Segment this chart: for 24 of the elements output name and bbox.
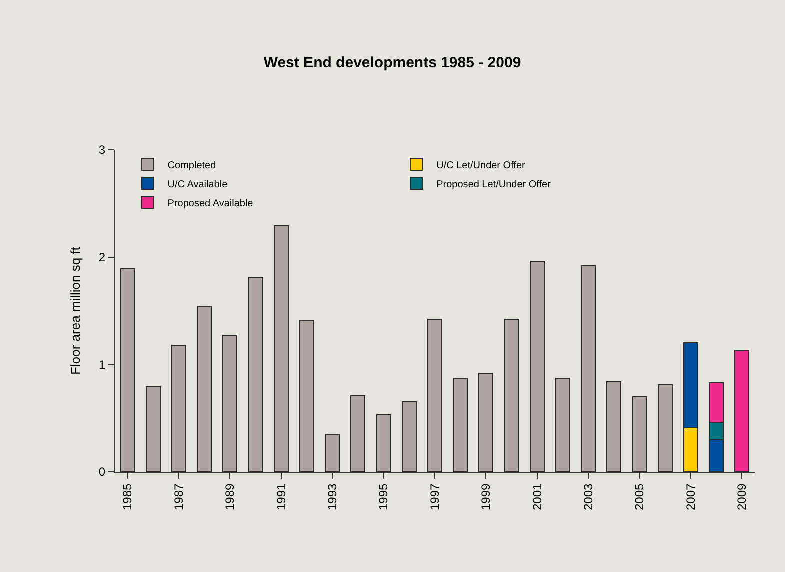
x-tick-label: 2009 (735, 483, 750, 511)
x-tick-label: 1989 (223, 483, 238, 511)
x-tick-label: 2001 (530, 483, 544, 511)
x-tick-label: 1999 (479, 483, 494, 511)
x-tick-label: 1985 (120, 483, 135, 511)
x-tick-label: 1991 (274, 483, 288, 511)
x-tick-label: 2003 (582, 483, 596, 511)
y-axis-title: Floor area million sq ft (68, 246, 83, 375)
x-tick-label: 2007 (684, 483, 698, 511)
y-tick-label: 2 (98, 250, 106, 265)
x-tick-label: 1987 (172, 483, 186, 511)
x-tick-label: 1995 (376, 483, 391, 511)
legend-label: Proposed Available (168, 198, 254, 210)
legend-label: Proposed Let/Under Offer (436, 179, 552, 190)
x-tick-label: 1997 (428, 483, 442, 511)
y-tick-label: 0 (98, 465, 106, 480)
y-tick-label: 1 (98, 358, 106, 372)
x-tick-label: 2005 (632, 483, 647, 511)
legend-label: U/C Let/Under Offer (436, 160, 526, 172)
y-tick-label: 3 (98, 143, 106, 158)
legend-label: Completed (168, 160, 216, 172)
chart-title: West End developments 1985 - 2009 (264, 54, 522, 72)
legend-label: U/C Available (168, 179, 228, 190)
x-tick-label: 1993 (326, 483, 340, 511)
